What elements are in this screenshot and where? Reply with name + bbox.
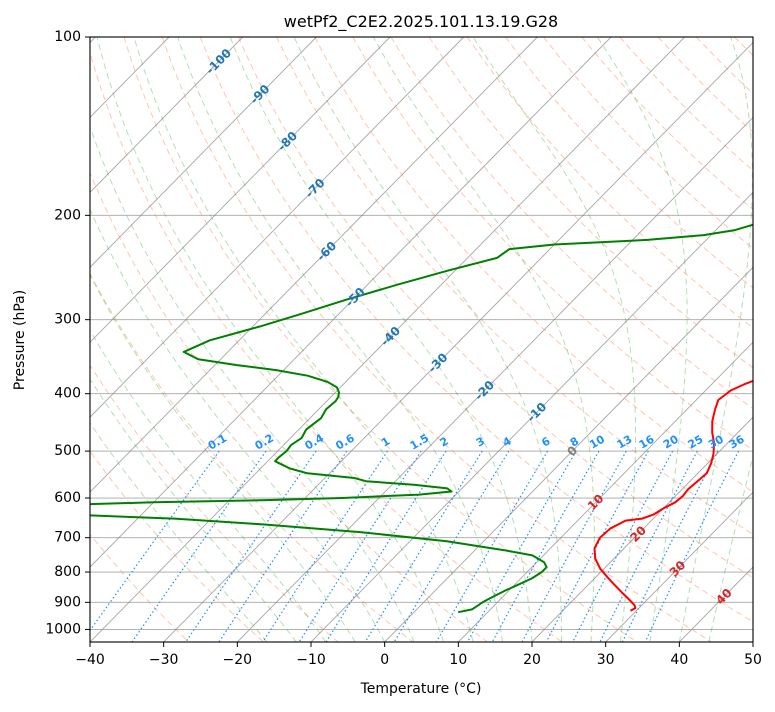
y-tick-label: 200 [54, 207, 81, 223]
x-tick-label: 10 [449, 652, 467, 668]
y-tick-label: 1000 [45, 621, 81, 637]
x-tick-label: 0 [380, 652, 389, 668]
x-tick-label: 50 [744, 652, 762, 668]
y-tick-label: 500 [54, 443, 81, 459]
x-tick-label: −10 [296, 652, 326, 668]
y-tick-label: 900 [54, 594, 81, 610]
x-tick-label: 40 [670, 652, 688, 668]
x-tick-label: −20 [223, 652, 253, 668]
y-tick-label: 100 [54, 29, 81, 45]
y-tick-label: 800 [54, 564, 81, 580]
x-tick-label: 30 [597, 652, 615, 668]
y-tick-label: 700 [54, 530, 81, 546]
x-axis-label: Temperature (°C) [360, 681, 482, 697]
y-tick-label: 600 [54, 490, 81, 506]
x-tick-label: −30 [149, 652, 179, 668]
x-tick-label: 20 [523, 652, 541, 668]
x-tick-label: −40 [75, 652, 105, 668]
y-axis-label: Pressure (hPa) [12, 290, 28, 390]
chart-title: wetPf2_C2E2.2025.101.13.19.G28 [284, 12, 558, 32]
y-tick-label: 400 [54, 386, 81, 402]
y-tick-label: 300 [54, 312, 81, 328]
